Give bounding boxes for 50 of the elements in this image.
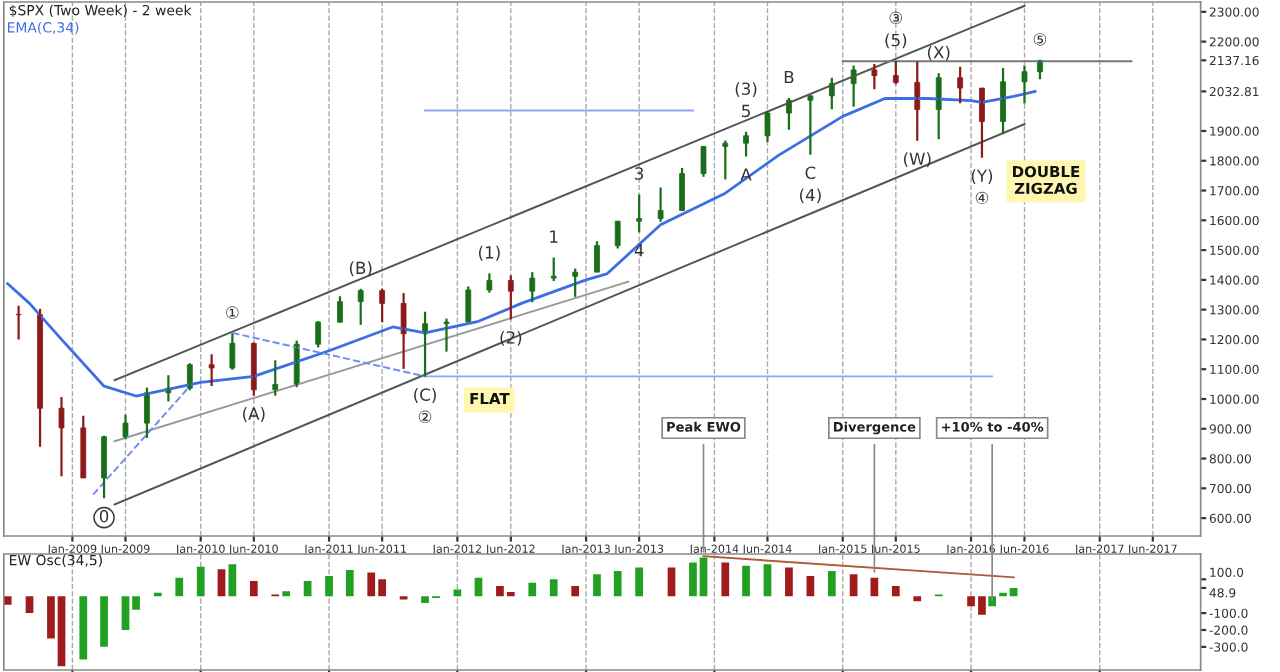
- bar: [79, 596, 88, 660]
- bar: [571, 586, 580, 597]
- bar: [217, 569, 226, 597]
- bar: [593, 574, 601, 597]
- bar: [721, 562, 730, 597]
- bar: [325, 575, 333, 597]
- bar: [175, 577, 184, 597]
- annotation: (Y): [971, 169, 993, 184]
- bar: [913, 596, 922, 602]
- annotation: 0: [99, 509, 109, 523]
- bar: [282, 591, 291, 597]
- bar: [849, 574, 858, 597]
- annotation: (3): [735, 82, 757, 97]
- annotation: 3: [635, 167, 644, 180]
- bar: [549, 579, 558, 597]
- annotation: (1): [479, 245, 500, 261]
- bar: [453, 589, 462, 597]
- bar: [3, 596, 12, 605]
- bar: [196, 566, 205, 597]
- bar: [891, 586, 900, 597]
- annotation: ②: [418, 410, 432, 424]
- annotation: (X): [927, 45, 950, 61]
- bar: [228, 564, 237, 597]
- bar: [742, 565, 750, 597]
- annotation: (A): [243, 407, 265, 422]
- bar: [785, 567, 793, 597]
- annotation: 4: [634, 244, 644, 257]
- bar: [25, 596, 34, 614]
- bar: [635, 567, 644, 597]
- annotation: B: [784, 70, 794, 84]
- annotation: 5: [742, 104, 750, 118]
- annotation: ④: [975, 191, 989, 205]
- annotation: (W): [903, 152, 931, 168]
- annotation: ⑤: [1033, 33, 1047, 46]
- annotation: C: [805, 166, 816, 180]
- bar: [345, 570, 354, 597]
- annotation: (C): [414, 388, 436, 403]
- bar: [100, 596, 108, 647]
- bar: [613, 570, 622, 597]
- annotation: 1: [550, 230, 558, 243]
- annotation: (4): [800, 188, 821, 204]
- annotation: ③: [889, 11, 903, 25]
- bar: [763, 564, 772, 597]
- bar: [249, 581, 258, 597]
- annotation: (B): [349, 261, 372, 277]
- annotation: ①: [226, 306, 239, 319]
- annotation: (5): [885, 33, 907, 49]
- bar: [528, 582, 537, 597]
- bar: [827, 570, 836, 597]
- annotation: A: [740, 168, 752, 181]
